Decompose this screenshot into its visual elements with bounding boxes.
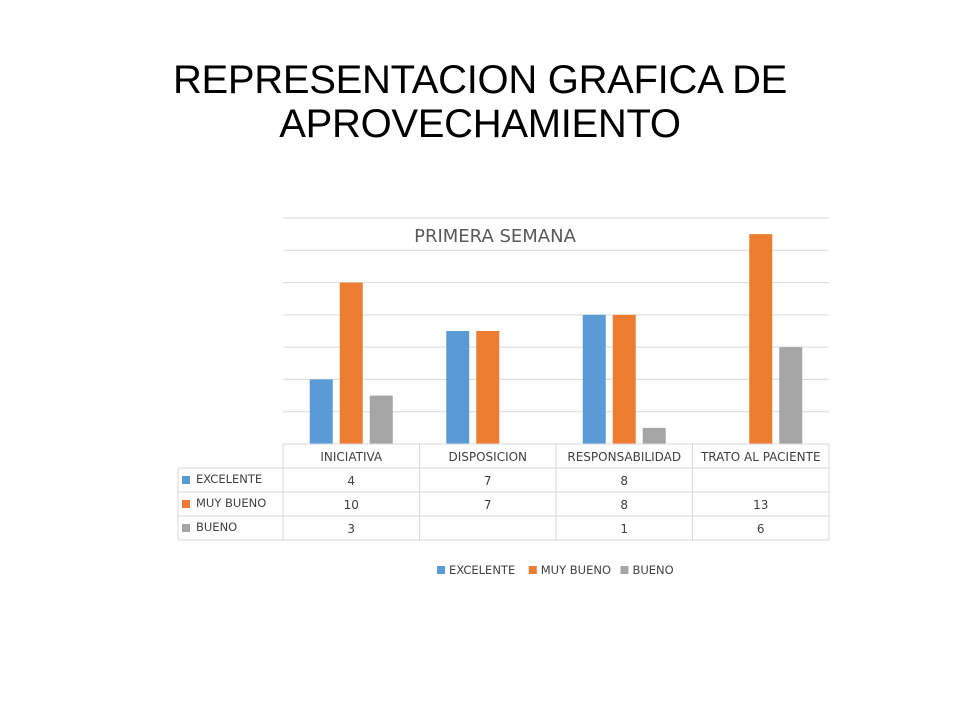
bar-muy-bueno-iniciativa [339, 282, 363, 444]
bar-bueno-trato-al-paciente [779, 347, 803, 444]
chart-title: PRIMERA SEMANA [414, 226, 576, 247]
table-series-label-excelente: EXCELENTE [196, 472, 262, 486]
bar-excelente-iniciativa [309, 379, 333, 444]
table-value-muy-bueno-iniciativa: 10 [344, 498, 359, 512]
bar-bueno-responsabilidad [642, 427, 666, 444]
category-label-trato-al-paciente: TRATO AL PACIENTE [700, 450, 821, 464]
table-value-muy-bueno-trato-al-paciente: 13 [753, 498, 768, 512]
legend-key-bueno [620, 566, 629, 574]
bar-bueno-iniciativa [369, 395, 393, 444]
table-value-bueno-responsabilidad: 1 [620, 522, 628, 536]
table-key-bueno [182, 524, 190, 532]
bar-excelente-disposicion [446, 331, 470, 444]
bar-excelente-responsabilidad [582, 314, 606, 444]
slide-title: REPRESENTACION GRAFICA DE APROVECHAMIENT… [0, 58, 960, 146]
legend: EXCELENTE MUY BUENO BUENO [437, 563, 674, 577]
slide-title-line-1: REPRESENTACION GRAFICA DE [172, 58, 788, 102]
table-series-label-muy-bueno: MUY BUENO [196, 496, 266, 510]
legend-label-muy-bueno: MUY BUENO [541, 563, 611, 577]
data-table: INICIATIVA DISPOSICION RESPONSABILIDAD TRAT… [177, 443, 830, 541]
bar-muy-bueno-trato-al-paciente [749, 234, 773, 444]
table-series-label-bueno: BUENO [196, 520, 237, 534]
legend-key-muy-bueno [528, 566, 537, 574]
bars [309, 234, 803, 444]
legend-label-excelente: EXCELENTE [449, 563, 515, 577]
table-value-excelente-iniciativa: 4 [347, 474, 355, 488]
table-value-muy-bueno-disposicion: 7 [484, 498, 492, 512]
bar-muy-bueno-disposicion [476, 331, 500, 444]
gridlines [283, 217, 829, 413]
table-key-muy-bueno [182, 500, 190, 508]
category-label-iniciativa: INICIATIVA [320, 450, 383, 464]
category-label-disposicion: DISPOSICION [448, 450, 527, 464]
legend-label-bueno: BUENO [632, 563, 673, 577]
legend-key-excelente [437, 566, 446, 574]
table-value-muy-bueno-responsabilidad: 8 [620, 498, 628, 512]
category-label-responsabilidad: RESPONSABILIDAD [567, 450, 681, 464]
table-value-excelente-responsabilidad: 8 [620, 474, 628, 488]
table-value-excelente-disposicion: 7 [484, 474, 492, 488]
table-key-excelente [182, 476, 190, 484]
table-value-bueno-trato-al-paciente: 6 [757, 522, 765, 536]
slide-title-line-2: APROVECHAMIENTO [279, 102, 681, 146]
bar-muy-bueno-responsabilidad [612, 314, 636, 444]
table-value-bueno-iniciativa: 3 [347, 522, 355, 536]
